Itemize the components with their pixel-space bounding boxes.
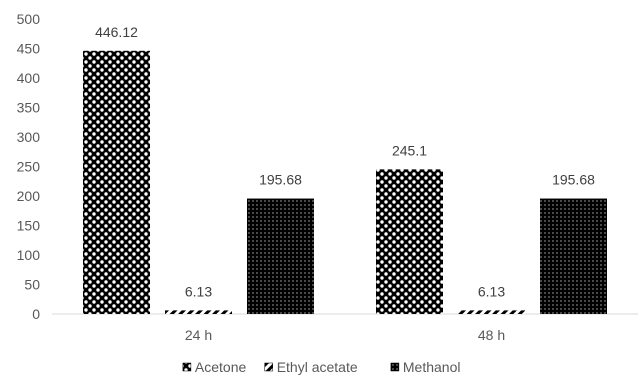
bars [83,50,607,315]
legend-label: Methanol [403,359,461,375]
y-tick-label: 250 [17,159,41,175]
bar-methanol-0 [247,198,314,314]
legend: Acetone Ethyl acetate Methanol [182,359,461,375]
legend-swatch [390,362,400,372]
y-tick-label: 400 [17,70,41,86]
y-tick-label: 450 [17,41,41,57]
legend-item-ethyl-acetate: Ethyl acetate [264,359,358,375]
data-label: 446.12 [95,24,138,40]
data-label: 195.68 [259,172,302,188]
data-label: 6.13 [185,283,212,299]
y-tick-label: 50 [24,277,40,293]
y-tick-label: 100 [17,247,41,263]
y-tick-label: 0 [32,306,40,322]
y-tick-label: 350 [17,100,41,116]
bar-ethyl-acetate-1 [458,310,525,314]
y-tick-label: 300 [17,129,41,145]
y-tick-label: 500 [17,11,41,27]
legend-label: Ethyl acetate [277,359,358,375]
bar-acetone-1 [376,169,443,314]
legend-label: Acetone [195,359,247,375]
bar-methanol-1 [540,198,607,314]
data-label: 245.1 [392,142,427,158]
legend-swatch [182,362,192,372]
x-tick-label: 48 h [478,327,505,343]
bar-acetone-0 [83,50,150,315]
y-axis-ticks: 0 50 100 150 200 250 300 350 400 450 500 [17,11,41,322]
data-label: 6.13 [478,283,505,299]
bar-ethyl-acetate-0 [165,310,232,314]
legend-swatch [264,362,273,372]
x-tick-label: 24 h [185,327,212,343]
category-labels: 24 h 48 h [185,327,505,343]
y-tick-label: 150 [17,218,41,234]
y-tick-label: 200 [17,188,41,204]
data-labels: 446.12 6.13 195.68 245.1 6.13 195.68 [95,24,595,300]
legend-item-acetone: Acetone [182,359,247,375]
data-label: 195.68 [552,172,595,188]
legend-item-methanol: Methanol [390,359,461,375]
